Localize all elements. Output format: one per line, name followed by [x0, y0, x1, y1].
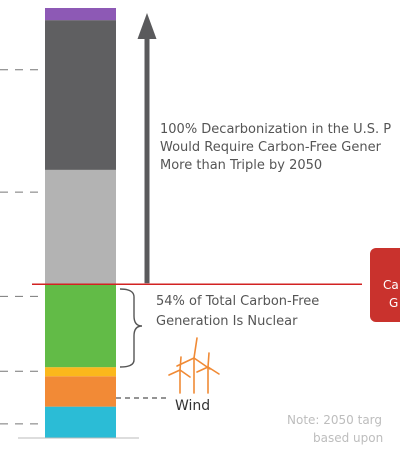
- nuclear-bracket: [119, 288, 143, 368]
- arrow-head: [137, 13, 157, 40]
- note-line-1: Note: 2050 targ: [287, 413, 382, 427]
- gridlines: [0, 69, 40, 425]
- nuclear-share-line-1: 54% of Total Carbon-Free: [156, 294, 319, 309]
- bar-segment-3: [45, 367, 116, 377]
- callout-text-line-2: G: [389, 296, 398, 310]
- bar-segment-7: [45, 8, 116, 21]
- callout-box: Ca G: [370, 248, 400, 322]
- callout-text-line-1: Ca: [383, 278, 399, 292]
- decarbonization-text-line-2: Would Require Carbon-Free Gener: [160, 140, 382, 155]
- stacked-bar: [45, 8, 116, 438]
- wind-turbines-icon: [168, 337, 220, 394]
- nuclear-share-line-2: Generation Is Nuclear: [156, 314, 298, 329]
- decarbonization-text-line-1: 100% Decarbonization in the U.S. P: [160, 122, 391, 137]
- note-line-2: based upon: [313, 431, 383, 445]
- decarbonization-text-line-3: More than Triple by 2050: [160, 158, 322, 173]
- triple-arrow: [137, 13, 157, 284]
- bar-segment-6: [45, 20, 116, 170]
- bar-segment-1: [45, 406, 116, 438]
- bar-segment-4: [45, 284, 116, 368]
- bar-segment-2: [45, 376, 116, 407]
- wind-label: Wind: [175, 398, 210, 414]
- arrow-shaft: [144, 37, 150, 284]
- bar-segment-5: [45, 169, 116, 285]
